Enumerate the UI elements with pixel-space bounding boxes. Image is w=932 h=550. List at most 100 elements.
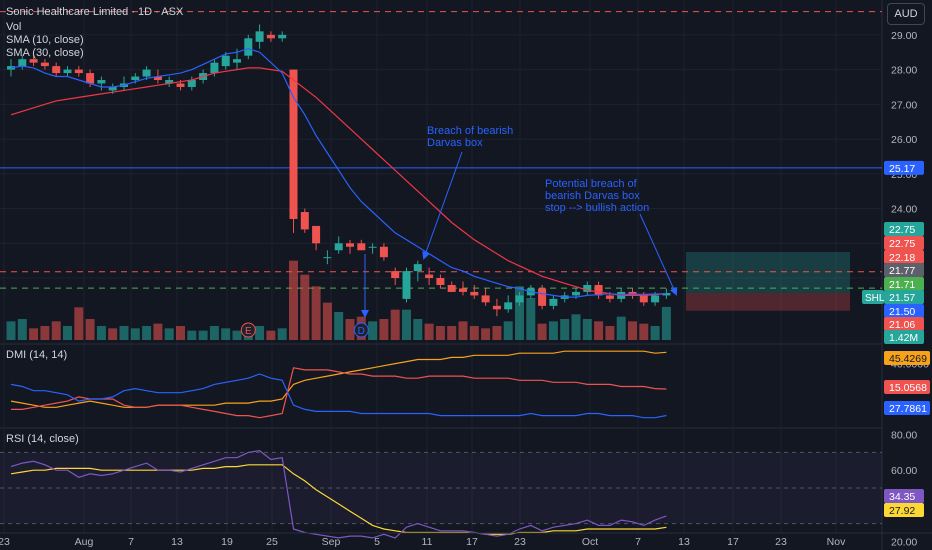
label-adx: 45.4269 [884,351,930,365]
legend-dmi[interactable]: DMI (14, 14) [6,349,68,361]
volume-bar [413,319,423,340]
candle-body [391,271,400,279]
volume-bar [108,328,118,340]
sma30-line [10,67,667,296]
legend-rsi[interactable]: RSI (14, close) [6,433,79,445]
rsi-tick: 80.00 [891,430,917,442]
label-rsi-ma-bg [884,503,924,517]
candle-body [97,80,106,84]
label-plus-di: 27.7861 [884,401,930,415]
candle-body [63,69,72,74]
candle-body [402,271,411,299]
price-levels [0,11,882,289]
candle-body [515,295,524,303]
label-resistance-a-bg [884,236,924,250]
annotation-line: Potential breach of [545,178,637,190]
candle-body [278,34,287,39]
candle-body [470,291,479,296]
candle-body [447,284,456,292]
candle-body [504,302,513,310]
label-rsi-bg [884,489,924,503]
label-adx-text: 45.4269 [889,353,927,365]
candle-body [74,69,83,74]
candle-body [300,212,309,230]
volume-bar [63,326,72,340]
time-tick: Aug [75,536,94,548]
time-tick: Nov [827,536,846,548]
volume-bar [571,314,581,340]
volume-bar [334,312,344,340]
candle-body [52,66,61,74]
price-tick: 28.00 [891,65,917,77]
label-blue-level: 25.17 [884,160,924,175]
label-stop-bg [884,317,924,331]
volume-bar [379,319,389,340]
volume-bar [311,286,321,340]
volume-bar [469,326,479,340]
label-sma-text: 21.50 [889,306,915,318]
annotation-breach: Breach of bearish Darvas box [427,125,513,149]
candle-body [425,274,434,279]
label-high: 21.77 [884,263,924,277]
volume-bar [639,323,649,340]
candle-body [289,69,298,219]
volume-bar [435,326,445,340]
label-sma: 21.50 [884,304,924,318]
volume-bar [368,321,378,340]
label-volume: 1.42M [884,330,924,344]
time-tick: Oct [582,536,598,548]
volume-bar [605,326,615,340]
dmi-pane [10,350,667,419]
volume-bar [17,319,27,340]
position-zones [686,251,850,311]
candle-body [413,264,422,272]
legend-sma10[interactable]: SMA (10, close) [6,34,84,46]
earnings-marker: E [240,322,256,338]
label-blue-level-text: 25.17 [889,163,915,175]
label-adx-bg [884,351,930,365]
label-stop: 21.06 [884,317,924,331]
rsi-tick: 20.00 [891,536,917,548]
candle-body [605,295,614,299]
label-stop-level-bg [884,277,924,291]
volume-bar [40,326,50,340]
rsi-tick: 60.00 [891,465,917,477]
legend-vol[interactable]: Vol [6,21,22,33]
volume-bar [594,321,604,340]
label-stop-level: 21.71 [884,277,924,291]
time-tick: 7 [128,536,134,548]
candle-body [346,243,354,247]
chart-title: Sonic Healthcare Limited · 1D · ASX [6,6,184,18]
time-tick: 17 [466,536,478,548]
time-tick: 13 [678,536,690,548]
candle-body [334,243,343,251]
candle-body [233,59,241,63]
rsi-pane [0,449,882,539]
currency-button[interactable]: AUD [887,3,925,25]
label-volume-bg [884,330,924,344]
volume-bar [503,321,513,340]
label-minus-di-text: 15.0568 [889,382,927,394]
label-resistance-a-text: 22.75 [889,238,915,250]
target-zone [686,251,850,293]
rsi-line [10,449,667,539]
price-tick: 26.00 [891,134,917,146]
legend-sma30[interactable]: SMA (30, close) [6,47,84,59]
candle-body [29,59,38,63]
candle-body [312,225,321,244]
candle-body [255,31,264,42]
label-rsi-text: 34.35 [889,491,915,503]
label-resistance-a: 22.75 [884,236,924,250]
time-tick: 7 [635,536,641,548]
earnings-marker-label: E [245,326,252,337]
label-last-price-bg [884,290,924,304]
time-tick: 23 [0,536,10,548]
volume-bar [458,321,468,340]
volume-bar [300,274,310,340]
time-tick: 23 [775,536,787,548]
time-tick: 17 [727,536,739,548]
dividend-marker-label: D [358,326,365,337]
price-axis: 23.0024.0025.0026.0027.0028.0029.0020.00… [862,30,930,548]
